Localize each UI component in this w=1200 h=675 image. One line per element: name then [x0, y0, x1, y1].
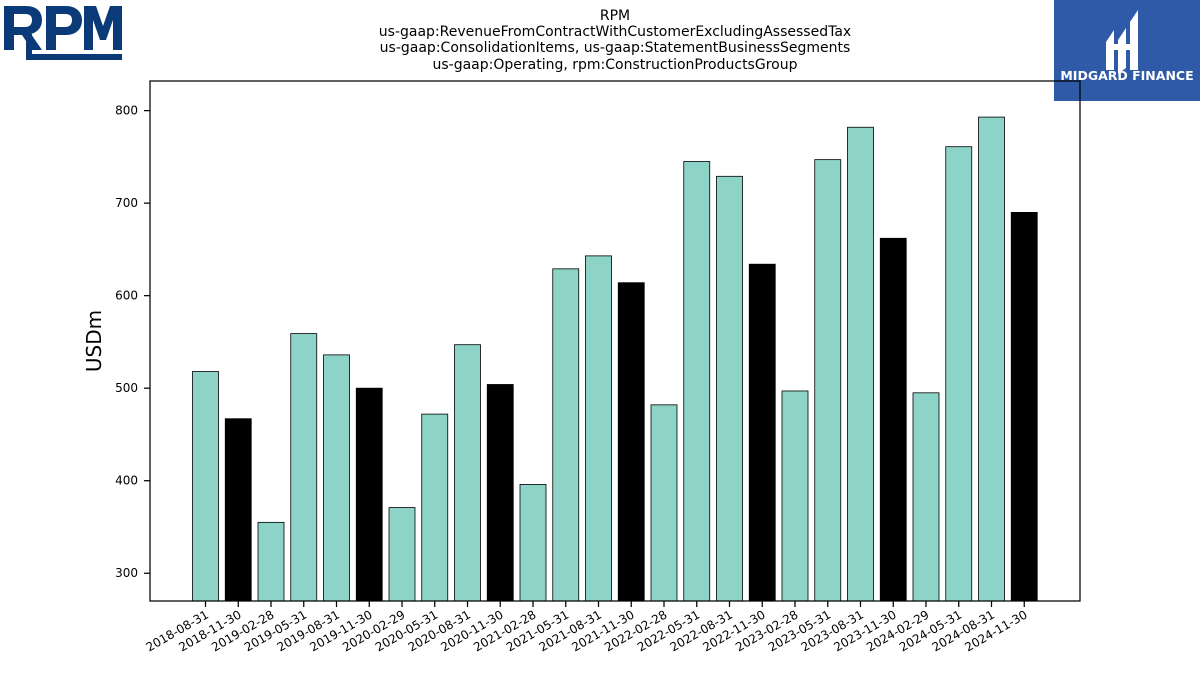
bar: [749, 264, 775, 601]
chart-title-line: us-gaap:Operating, rpm:ConstructionProdu…: [433, 57, 798, 73]
bar-series: [193, 117, 1038, 601]
bar: [586, 256, 612, 601]
bar: [848, 127, 874, 601]
bar: [913, 393, 939, 601]
bar: [880, 238, 906, 601]
bar: [684, 161, 710, 601]
y-tick-label: 300: [115, 566, 138, 580]
bar: [815, 160, 841, 601]
bar: [291, 334, 317, 601]
bar: [651, 405, 677, 601]
y-axis-label: USDm: [82, 310, 106, 372]
y-tick-label: 400: [115, 474, 138, 488]
bar: [717, 176, 743, 601]
bar: [225, 419, 251, 601]
bar: [455, 345, 481, 601]
bar: [487, 384, 513, 601]
y-tick-label: 500: [115, 381, 138, 395]
bar: [618, 283, 644, 601]
bar: [324, 355, 350, 601]
bar: [979, 117, 1005, 601]
y-axis: 300 400 500 600 700 800: [115, 104, 150, 581]
revenue-bar-chart: RPM us-gaap:RevenueFromContractWithCusto…: [0, 0, 1200, 675]
bar: [553, 269, 579, 601]
y-tick-label: 700: [115, 196, 138, 210]
bar: [389, 508, 415, 601]
bar: [1011, 212, 1037, 601]
y-tick-label: 600: [115, 289, 138, 303]
chart-title-line: us-gaap:ConsolidationItems, us-gaap:Stat…: [380, 40, 851, 56]
bar: [520, 484, 546, 601]
plot-frame: [150, 81, 1080, 601]
bar: [258, 522, 284, 601]
bar: [193, 372, 219, 601]
bar: [422, 414, 448, 601]
chart-title-line: RPM: [600, 8, 630, 24]
chart-title-line: us-gaap:RevenueFromContractWithCustomerE…: [379, 24, 851, 40]
bar: [946, 147, 972, 601]
x-axis: 2018-08-312018-11-302019-02-282019-05-31…: [144, 601, 1030, 654]
bar: [782, 391, 808, 601]
bar: [356, 388, 382, 601]
y-tick-label: 800: [115, 104, 138, 118]
chart-title: RPM us-gaap:RevenueFromContractWithCusto…: [379, 8, 851, 73]
